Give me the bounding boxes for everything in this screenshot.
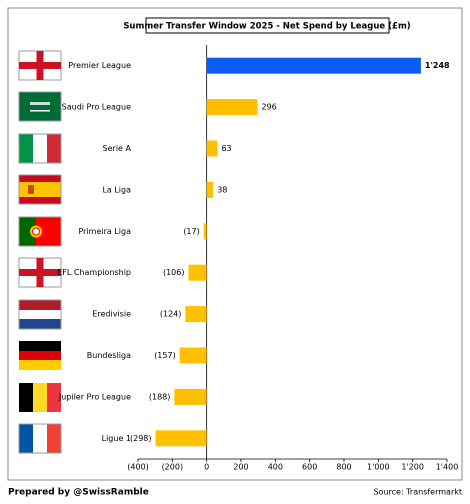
value-label: (298) bbox=[130, 434, 152, 443]
value-label: (17) bbox=[183, 227, 199, 236]
value-label: (188) bbox=[149, 392, 171, 401]
flag-england-efl bbox=[18, 257, 62, 288]
chart-title: Summer Transfer Window 2025 - Net Spend … bbox=[123, 22, 410, 32]
value-label: 296 bbox=[261, 103, 276, 112]
x-tick-label: 1'000 bbox=[367, 463, 390, 472]
value-label: (106) bbox=[163, 268, 185, 277]
flag-spain bbox=[18, 174, 62, 205]
x-tick-label: (200) bbox=[162, 463, 184, 472]
value-label: (124) bbox=[160, 310, 182, 319]
bar bbox=[179, 347, 207, 364]
bar bbox=[188, 264, 207, 281]
flag-england bbox=[18, 50, 62, 81]
x-tick-label: 1'200 bbox=[401, 463, 424, 472]
category-label: Saudi Pro League bbox=[62, 103, 131, 112]
bar bbox=[206, 99, 258, 116]
category-label: EFL Championship bbox=[57, 268, 131, 277]
x-tick-label: 1'400 bbox=[436, 463, 459, 472]
category-label: Premier League bbox=[68, 61, 131, 70]
category-label: Jupiler Pro League bbox=[58, 392, 131, 401]
x-tick-label: 800 bbox=[336, 463, 351, 472]
x-tick-label: 400 bbox=[268, 463, 283, 472]
flag-france bbox=[18, 423, 62, 454]
bar bbox=[206, 57, 421, 74]
flag-belgium bbox=[19, 383, 61, 412]
x-tick-label: 600 bbox=[302, 463, 317, 472]
bar bbox=[203, 223, 207, 240]
flag-germany bbox=[19, 341, 61, 370]
credit: Prepared by @SwissRamble bbox=[8, 488, 149, 498]
bar bbox=[174, 388, 207, 405]
x-tick-label: 200 bbox=[233, 463, 248, 472]
bar bbox=[185, 306, 207, 323]
flag-italy bbox=[18, 133, 62, 164]
bar bbox=[155, 430, 207, 447]
bar bbox=[206, 181, 214, 198]
category-label: Ligue 1 bbox=[102, 434, 131, 443]
category-label: Serie A bbox=[103, 144, 132, 153]
category-label: Primeira Liga bbox=[78, 227, 131, 236]
chart-frame bbox=[7, 7, 463, 481]
flag-portugal bbox=[18, 216, 62, 247]
flags bbox=[18, 50, 62, 454]
value-label: 63 bbox=[221, 144, 231, 153]
value-label: 1'248 bbox=[425, 61, 450, 70]
bar bbox=[206, 140, 218, 157]
source: Source: Transfermarkt bbox=[374, 488, 463, 497]
x-tick-label: (400) bbox=[127, 463, 149, 472]
title-box bbox=[145, 17, 390, 34]
category-label: La Liga bbox=[102, 185, 131, 194]
category-label: Eredivisie bbox=[92, 310, 131, 319]
flag-netherlands bbox=[18, 299, 62, 330]
x-tick-label: 0 bbox=[204, 463, 209, 472]
value-label: (157) bbox=[154, 351, 176, 360]
value-label: 38 bbox=[217, 185, 227, 194]
flag-saudi bbox=[18, 91, 62, 122]
category-label: Bundesliga bbox=[87, 351, 131, 360]
